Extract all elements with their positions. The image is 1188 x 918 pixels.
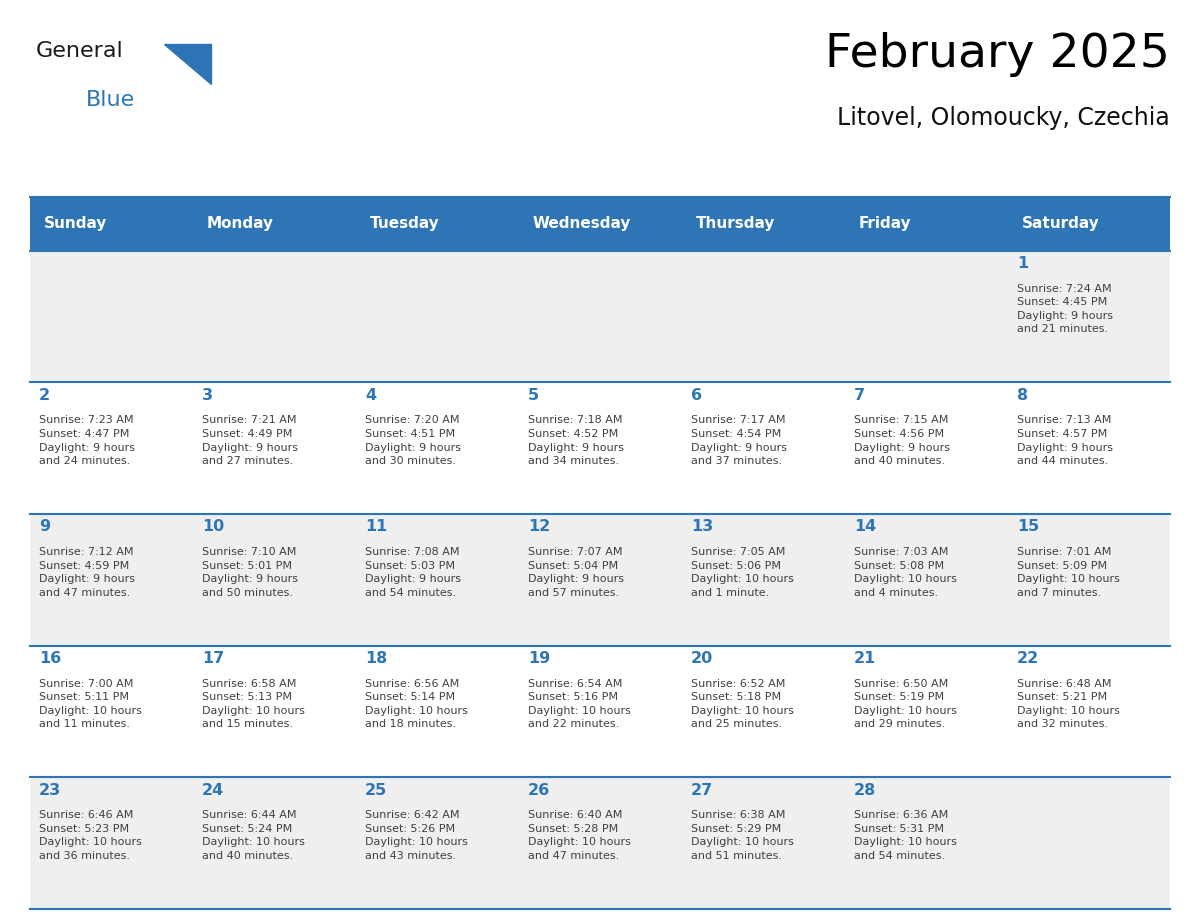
Text: Sunrise: 7:20 AM
Sunset: 4:51 PM
Daylight: 9 hours
and 30 minutes.: Sunrise: 7:20 AM Sunset: 4:51 PM Dayligh… — [365, 415, 461, 466]
Text: Sunrise: 6:56 AM
Sunset: 5:14 PM
Daylight: 10 hours
and 18 minutes.: Sunrise: 6:56 AM Sunset: 5:14 PM Dayligh… — [365, 678, 468, 730]
Text: Sunrise: 7:13 AM
Sunset: 4:57 PM
Daylight: 9 hours
and 44 minutes.: Sunrise: 7:13 AM Sunset: 4:57 PM Dayligh… — [1017, 415, 1113, 466]
Text: 11: 11 — [365, 520, 387, 534]
Text: Sunrise: 6:52 AM
Sunset: 5:18 PM
Daylight: 10 hours
and 25 minutes.: Sunrise: 6:52 AM Sunset: 5:18 PM Dayligh… — [691, 678, 794, 730]
Text: Monday: Monday — [207, 217, 274, 231]
Text: 25: 25 — [365, 783, 387, 798]
Text: 5: 5 — [527, 387, 539, 403]
Text: Sunrise: 6:58 AM
Sunset: 5:13 PM
Daylight: 10 hours
and 15 minutes.: Sunrise: 6:58 AM Sunset: 5:13 PM Dayligh… — [202, 678, 305, 730]
Text: Sunrise: 7:07 AM
Sunset: 5:04 PM
Daylight: 9 hours
and 57 minutes.: Sunrise: 7:07 AM Sunset: 5:04 PM Dayligh… — [527, 547, 624, 598]
Text: Sunrise: 7:18 AM
Sunset: 4:52 PM
Daylight: 9 hours
and 34 minutes.: Sunrise: 7:18 AM Sunset: 4:52 PM Dayligh… — [527, 415, 624, 466]
Text: Sunday: Sunday — [44, 217, 107, 231]
Polygon shape — [164, 44, 211, 84]
Text: Sunrise: 7:00 AM
Sunset: 5:11 PM
Daylight: 10 hours
and 11 minutes.: Sunrise: 7:00 AM Sunset: 5:11 PM Dayligh… — [39, 678, 143, 730]
Text: 10: 10 — [202, 520, 225, 534]
Text: 9: 9 — [39, 520, 50, 534]
Text: 18: 18 — [365, 651, 387, 666]
Text: 21: 21 — [854, 651, 876, 666]
Text: General: General — [36, 41, 124, 62]
Text: 27: 27 — [691, 783, 713, 798]
Text: 23: 23 — [39, 783, 62, 798]
Text: 12: 12 — [527, 520, 550, 534]
Text: Sunrise: 7:17 AM
Sunset: 4:54 PM
Daylight: 9 hours
and 37 minutes.: Sunrise: 7:17 AM Sunset: 4:54 PM Dayligh… — [691, 415, 786, 466]
Text: Sunrise: 6:44 AM
Sunset: 5:24 PM
Daylight: 10 hours
and 40 minutes.: Sunrise: 6:44 AM Sunset: 5:24 PM Dayligh… — [202, 811, 305, 861]
Text: Sunrise: 7:01 AM
Sunset: 5:09 PM
Daylight: 10 hours
and 7 minutes.: Sunrise: 7:01 AM Sunset: 5:09 PM Dayligh… — [1017, 547, 1119, 598]
Bar — [30, 251, 1170, 382]
Text: Friday: Friday — [859, 217, 911, 231]
Text: 24: 24 — [202, 783, 225, 798]
Text: 20: 20 — [691, 651, 713, 666]
Text: 14: 14 — [854, 520, 876, 534]
Bar — [30, 514, 1170, 645]
Text: Sunrise: 6:38 AM
Sunset: 5:29 PM
Daylight: 10 hours
and 51 minutes.: Sunrise: 6:38 AM Sunset: 5:29 PM Dayligh… — [691, 811, 794, 861]
Bar — [30, 645, 1170, 778]
Text: Saturday: Saturday — [1022, 217, 1099, 231]
Text: Sunrise: 6:36 AM
Sunset: 5:31 PM
Daylight: 10 hours
and 54 minutes.: Sunrise: 6:36 AM Sunset: 5:31 PM Dayligh… — [854, 811, 956, 861]
Text: Blue: Blue — [86, 90, 134, 110]
Text: 28: 28 — [854, 783, 876, 798]
Text: 22: 22 — [1017, 651, 1040, 666]
Text: Sunrise: 7:10 AM
Sunset: 5:01 PM
Daylight: 9 hours
and 50 minutes.: Sunrise: 7:10 AM Sunset: 5:01 PM Dayligh… — [202, 547, 298, 598]
Text: 15: 15 — [1017, 520, 1040, 534]
Text: 19: 19 — [527, 651, 550, 666]
Text: Tuesday: Tuesday — [369, 217, 440, 231]
Text: 1: 1 — [1017, 256, 1028, 271]
Text: 17: 17 — [202, 651, 225, 666]
Text: Sunrise: 7:05 AM
Sunset: 5:06 PM
Daylight: 10 hours
and 1 minute.: Sunrise: 7:05 AM Sunset: 5:06 PM Dayligh… — [691, 547, 794, 598]
Text: Thursday: Thursday — [696, 217, 775, 231]
Text: Sunrise: 6:42 AM
Sunset: 5:26 PM
Daylight: 10 hours
and 43 minutes.: Sunrise: 6:42 AM Sunset: 5:26 PM Dayligh… — [365, 811, 468, 861]
Text: Sunrise: 6:48 AM
Sunset: 5:21 PM
Daylight: 10 hours
and 32 minutes.: Sunrise: 6:48 AM Sunset: 5:21 PM Dayligh… — [1017, 678, 1119, 730]
Text: 2: 2 — [39, 387, 50, 403]
Text: Sunrise: 7:08 AM
Sunset: 5:03 PM
Daylight: 9 hours
and 54 minutes.: Sunrise: 7:08 AM Sunset: 5:03 PM Dayligh… — [365, 547, 461, 598]
Bar — [30, 778, 1170, 909]
Text: 16: 16 — [39, 651, 62, 666]
Text: 26: 26 — [527, 783, 550, 798]
Text: Sunrise: 7:12 AM
Sunset: 4:59 PM
Daylight: 9 hours
and 47 minutes.: Sunrise: 7:12 AM Sunset: 4:59 PM Dayligh… — [39, 547, 135, 598]
Text: Sunrise: 6:50 AM
Sunset: 5:19 PM
Daylight: 10 hours
and 29 minutes.: Sunrise: 6:50 AM Sunset: 5:19 PM Dayligh… — [854, 678, 956, 730]
Text: 8: 8 — [1017, 387, 1028, 403]
Text: Litovel, Olomoucky, Czechia: Litovel, Olomoucky, Czechia — [838, 106, 1170, 129]
Text: Sunrise: 6:40 AM
Sunset: 5:28 PM
Daylight: 10 hours
and 47 minutes.: Sunrise: 6:40 AM Sunset: 5:28 PM Dayligh… — [527, 811, 631, 861]
Bar — [30, 382, 1170, 514]
Text: Wednesday: Wednesday — [532, 217, 631, 231]
Text: 3: 3 — [202, 387, 214, 403]
Text: 13: 13 — [691, 520, 713, 534]
Text: Sunrise: 7:23 AM
Sunset: 4:47 PM
Daylight: 9 hours
and 24 minutes.: Sunrise: 7:23 AM Sunset: 4:47 PM Dayligh… — [39, 415, 135, 466]
Text: Sunrise: 7:24 AM
Sunset: 4:45 PM
Daylight: 9 hours
and 21 minutes.: Sunrise: 7:24 AM Sunset: 4:45 PM Dayligh… — [1017, 284, 1113, 334]
Text: 7: 7 — [854, 387, 865, 403]
Text: Sunrise: 6:54 AM
Sunset: 5:16 PM
Daylight: 10 hours
and 22 minutes.: Sunrise: 6:54 AM Sunset: 5:16 PM Dayligh… — [527, 678, 631, 730]
Text: Sunrise: 7:03 AM
Sunset: 5:08 PM
Daylight: 10 hours
and 4 minutes.: Sunrise: 7:03 AM Sunset: 5:08 PM Dayligh… — [854, 547, 956, 598]
Bar — [30, 197, 1170, 251]
Text: 6: 6 — [691, 387, 702, 403]
Text: Sunrise: 7:21 AM
Sunset: 4:49 PM
Daylight: 9 hours
and 27 minutes.: Sunrise: 7:21 AM Sunset: 4:49 PM Dayligh… — [202, 415, 298, 466]
Text: February 2025: February 2025 — [826, 32, 1170, 77]
Text: Sunrise: 7:15 AM
Sunset: 4:56 PM
Daylight: 9 hours
and 40 minutes.: Sunrise: 7:15 AM Sunset: 4:56 PM Dayligh… — [854, 415, 950, 466]
Text: Sunrise: 6:46 AM
Sunset: 5:23 PM
Daylight: 10 hours
and 36 minutes.: Sunrise: 6:46 AM Sunset: 5:23 PM Dayligh… — [39, 811, 143, 861]
Text: 4: 4 — [365, 387, 377, 403]
